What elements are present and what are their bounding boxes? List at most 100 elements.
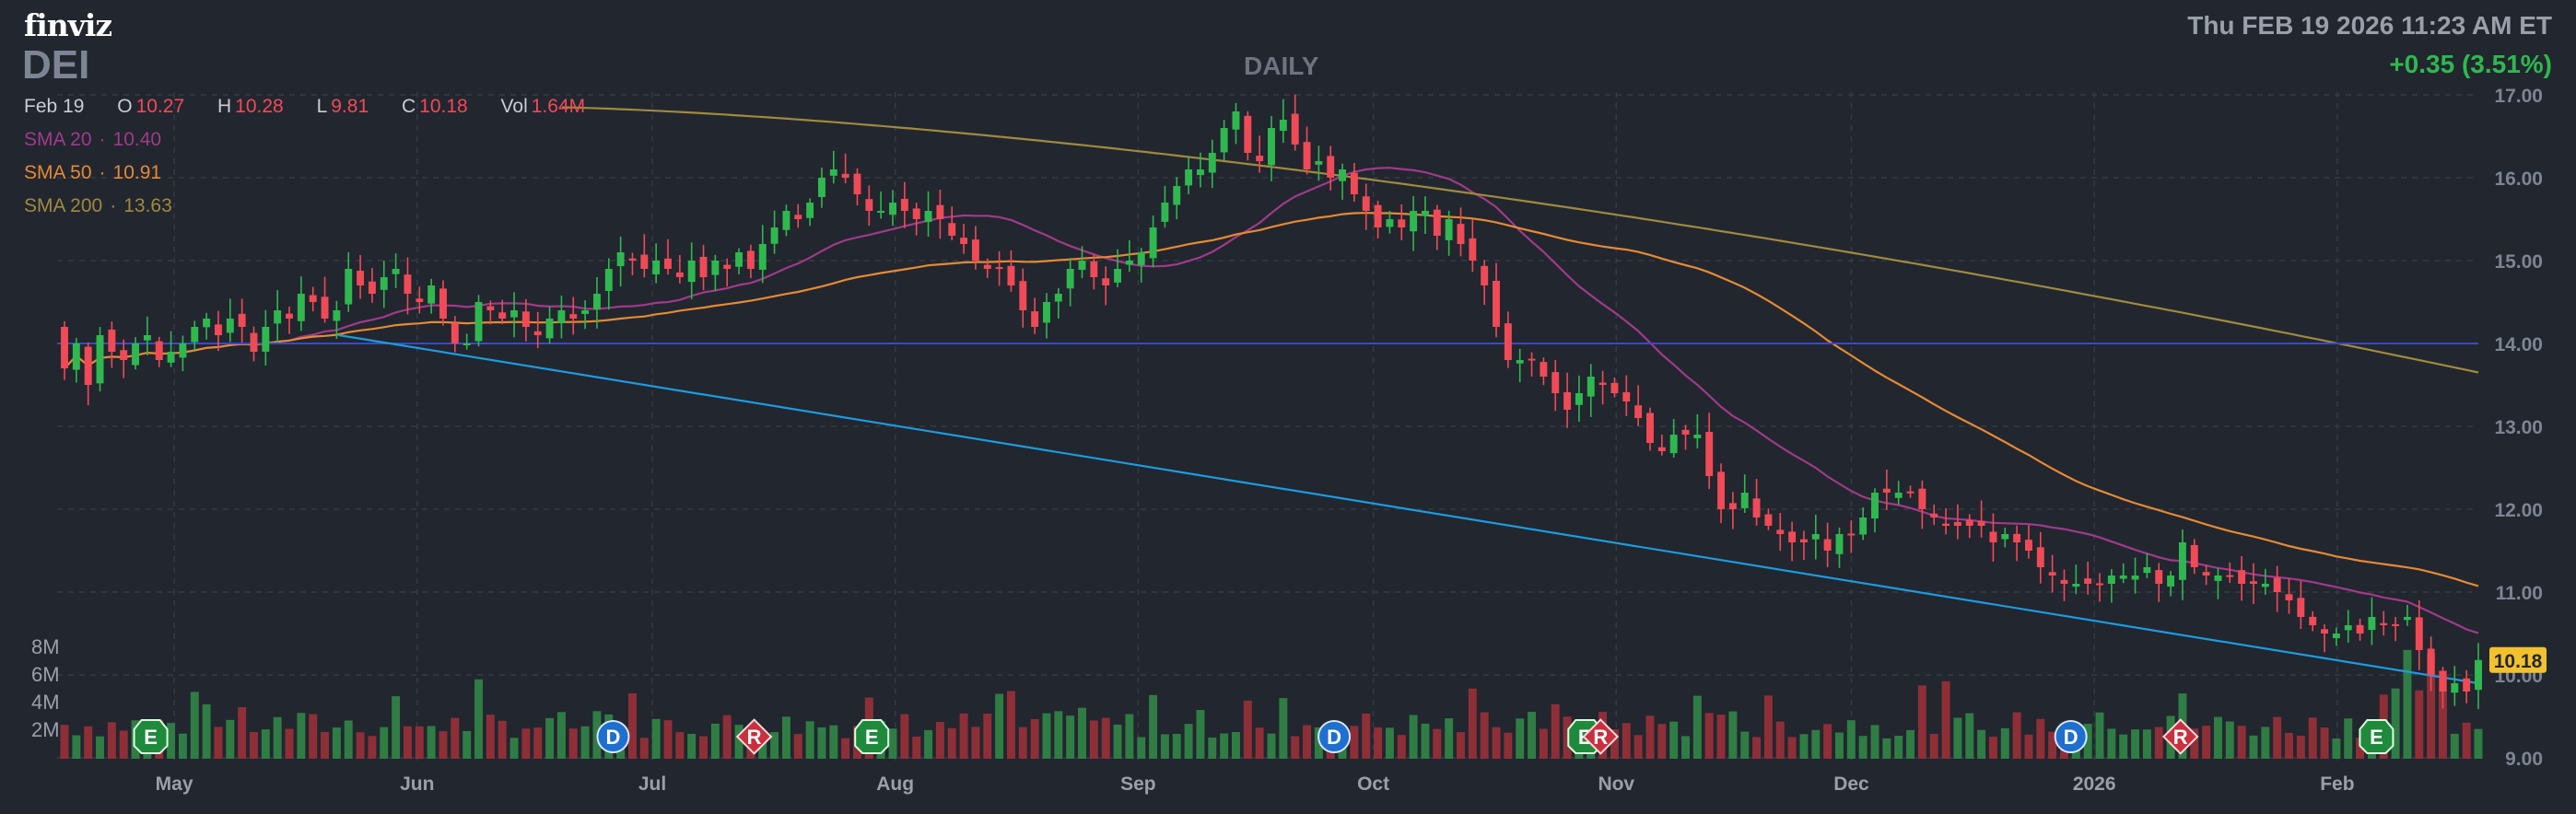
volume-bar [1054, 711, 1063, 759]
volume-bar [2332, 738, 2341, 759]
candle-body [675, 272, 684, 277]
volume-bar [2142, 729, 2151, 759]
volume-bar [1409, 715, 1418, 759]
candle-body [1705, 432, 1714, 476]
volume-bar [817, 727, 826, 759]
volume-bar [1445, 718, 1454, 759]
sma-50-legend[interactable]: SMA 50 · 10.91 [24, 162, 162, 183]
volume-bar [498, 720, 507, 759]
candle-body [96, 335, 104, 384]
candle-body [545, 319, 554, 339]
volume-bar [947, 727, 956, 759]
ohlc-row: Feb 19 O 10.27 H 10.28 L 9.81 C 10.18 Vol 1.6… [24, 96, 589, 118]
sma-20-label: SMA 20 [24, 129, 92, 150]
candle-body [2344, 625, 2352, 631]
price-change: +0.35 (3.51%) [2389, 50, 2552, 78]
volume-bar [226, 719, 235, 759]
volume-tick-6m: 6M [31, 663, 60, 686]
candle-body [486, 306, 495, 310]
volume-bar [1492, 727, 1501, 759]
event-marker-E: E [854, 719, 890, 754]
candle-body [2107, 576, 2115, 584]
event-marker-D: D [1317, 720, 1352, 753]
close-value: 10.18 [419, 96, 468, 117]
candle-body [2178, 542, 2186, 580]
open-label: O [117, 96, 133, 117]
candle-body [1421, 211, 1429, 216]
y-tick-label: 9.00 [2505, 749, 2543, 770]
candle-body [2250, 581, 2257, 584]
candle-body [2143, 567, 2151, 574]
volume-bar [710, 723, 720, 759]
candle-body [2131, 576, 2139, 580]
candle-body [1977, 520, 1985, 526]
volume-bar [2320, 727, 2329, 759]
sma-20-legend[interactable]: SMA 20 · 10.40 [24, 129, 162, 150]
candle-body [829, 169, 837, 176]
volume-tick-2m: 2M [31, 718, 60, 741]
candle-body [510, 310, 519, 318]
event-badge [854, 719, 890, 754]
volume-bar [1941, 680, 1950, 759]
candle-body [2084, 578, 2092, 584]
ticker-symbol: DEI [22, 42, 90, 87]
candle-body [1007, 265, 1015, 285]
candle-body [191, 327, 199, 343]
x-tick-label: May [156, 773, 193, 795]
volume-bar [533, 727, 543, 759]
volume-bar [1906, 729, 1915, 759]
event-letter: R [747, 726, 762, 749]
volume-bar [1089, 720, 1098, 759]
candle-body [1102, 278, 1110, 285]
candle-body [971, 239, 979, 261]
candle-body [321, 297, 329, 319]
candle-body [569, 314, 578, 319]
candle-body [687, 261, 696, 283]
volume-bar [1066, 715, 1075, 759]
candle-body [368, 281, 376, 294]
candle-body [1078, 261, 1086, 271]
sma-200-legend[interactable]: SMA 200 · 13.63 [24, 195, 172, 216]
candle-body [2024, 540, 2032, 551]
candle-body [1516, 360, 1524, 364]
volume-bar [1563, 716, 1572, 759]
candle-body [877, 211, 885, 213]
volume-bar [1457, 732, 1465, 759]
candle-body [1646, 413, 1654, 443]
sma-50-label: SMA 50 [24, 162, 92, 183]
candle-body [179, 343, 187, 358]
volume-bar [1385, 727, 1394, 759]
candle-body [1327, 156, 1335, 178]
candle-body [853, 173, 861, 194]
x-tick-label: Dec [1833, 773, 1869, 795]
candle-body [2297, 598, 2305, 617]
candle-body [912, 208, 920, 219]
volume-bar [841, 738, 850, 759]
candle-body [2072, 584, 2080, 587]
candle-body [203, 319, 211, 328]
candle-body [746, 250, 755, 269]
volume-bar [2012, 712, 2021, 759]
volume-bar [1220, 733, 1229, 759]
candle-body [2475, 659, 2482, 691]
volume-bar [639, 738, 649, 759]
candle-body [711, 261, 720, 275]
volume-bar [699, 736, 708, 759]
volume-bar [84, 726, 93, 759]
candle-body [108, 329, 116, 352]
volume-bar [1681, 736, 1690, 759]
high-value: 10.28 [235, 96, 284, 117]
volume-bar [1870, 725, 1879, 759]
volume-bar [627, 692, 637, 759]
candle-body [1125, 261, 1133, 265]
volume-bar [1267, 733, 1276, 759]
volume-bar [1669, 721, 1679, 759]
candle-body [1587, 377, 1595, 397]
finviz-logo[interactable]: finviz [24, 7, 112, 43]
candle-body [1161, 203, 1169, 222]
candle-body [664, 258, 672, 269]
candle-body [794, 215, 802, 219]
x-tick-label: 2026 [2073, 773, 2116, 795]
candle-body [2415, 617, 2423, 650]
